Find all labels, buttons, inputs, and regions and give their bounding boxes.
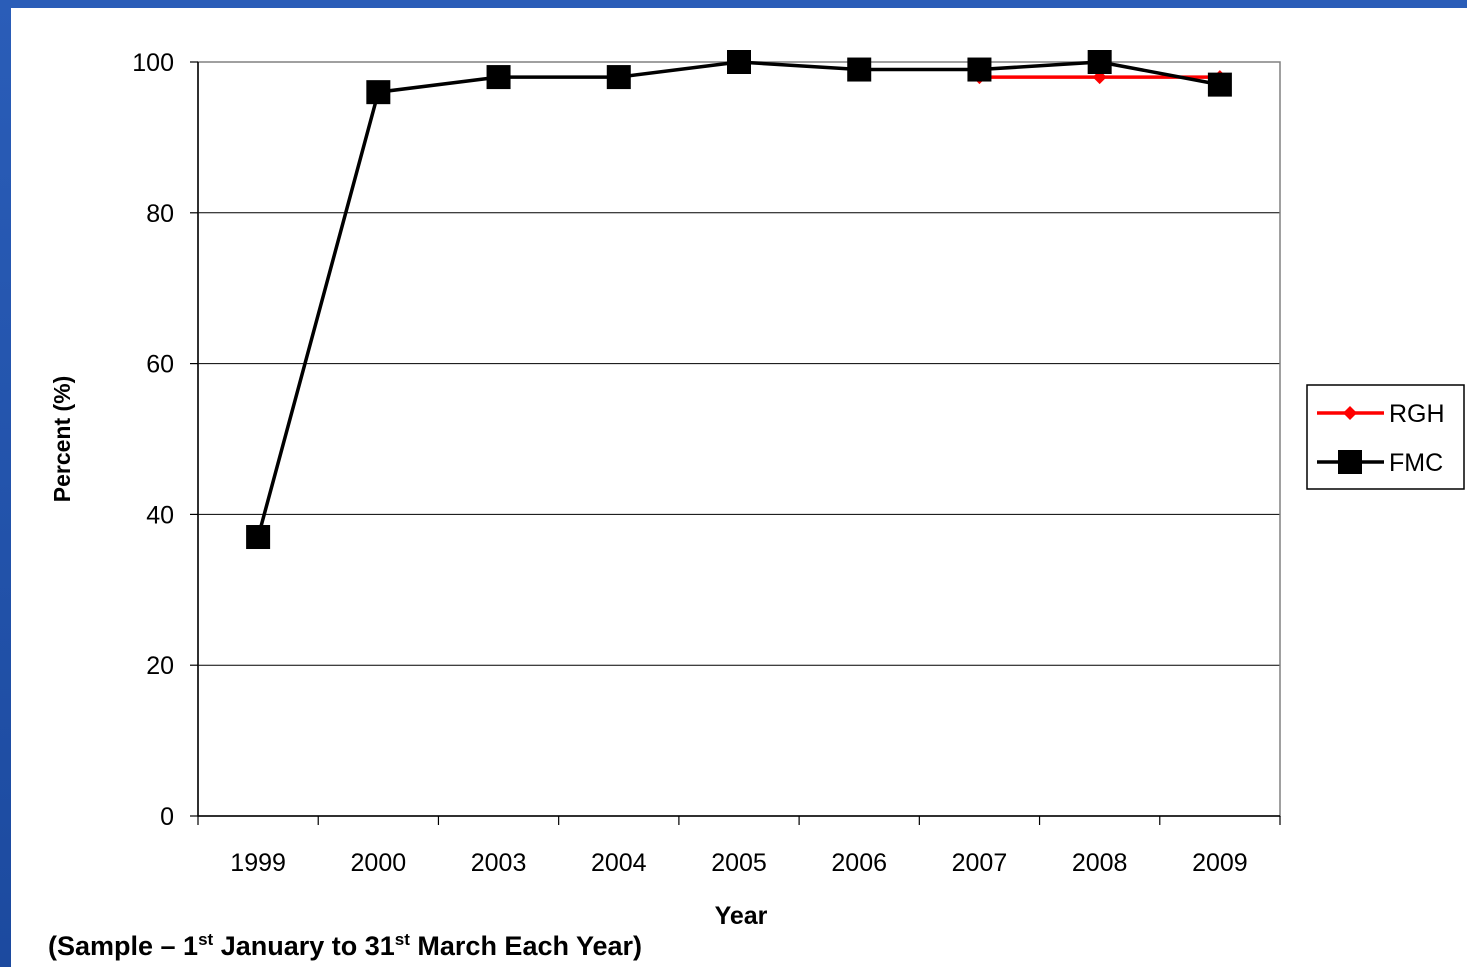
point-fmc-2008 bbox=[1087, 50, 1112, 74]
point-fmc-2005 bbox=[727, 50, 751, 74]
legend-box bbox=[1306, 384, 1465, 490]
series-line-fmc bbox=[256, 60, 1221, 538]
legend-label-rgh: RGH bbox=[1389, 400, 1445, 428]
x-tick-label-2000: 2000 bbox=[351, 849, 407, 877]
y-tick-label-100: 100 bbox=[132, 49, 174, 77]
y-axis-label: Percent (%) bbox=[49, 376, 75, 503]
point-fmc-1999 bbox=[246, 525, 271, 550]
x-tick-label-2007: 2007 bbox=[952, 849, 1008, 877]
point-fmc-2006 bbox=[847, 57, 872, 82]
point-fmc-2009 bbox=[1207, 72, 1232, 97]
y-tick-label-60: 60 bbox=[146, 351, 174, 379]
point-fmc-2003 bbox=[486, 65, 511, 90]
footnote-sup-1: st bbox=[198, 930, 214, 949]
y-tick-label-20: 20 bbox=[146, 652, 174, 680]
point-fmc-2007 bbox=[967, 57, 992, 82]
x-tick-label-2009: 2009 bbox=[1192, 849, 1248, 877]
chart-panel bbox=[11, 8, 1467, 967]
footnote-middle: January to 31 bbox=[213, 931, 395, 961]
x-axis-label: Year bbox=[715, 902, 768, 930]
gridlines bbox=[198, 61, 1280, 817]
point-fmc-2000 bbox=[366, 80, 391, 105]
plot-area bbox=[197, 61, 1281, 817]
y-tick-labels: 0 20 40 60 80 100 bbox=[132, 49, 174, 831]
legend-marker-rgh bbox=[1343, 406, 1357, 420]
y-tick-label-40: 40 bbox=[146, 501, 174, 529]
axes bbox=[190, 61, 1281, 825]
y-tick-label-0: 0 bbox=[160, 803, 174, 831]
legend-label-fmc: FMC bbox=[1389, 449, 1443, 477]
legend: RGH FMC bbox=[1306, 384, 1465, 490]
footnote-prefix: (Sample – 1 bbox=[48, 931, 199, 961]
x-tick-label-2008: 2008 bbox=[1072, 849, 1128, 877]
point-fmc-2004 bbox=[606, 65, 631, 90]
y-tick-label-80: 80 bbox=[146, 200, 174, 228]
footnote-suffix: March Each Year) bbox=[409, 931, 643, 961]
x-tick-label-2004: 2004 bbox=[591, 849, 647, 877]
x-tick-label-2006: 2006 bbox=[831, 849, 887, 877]
x-tick-label-2003: 2003 bbox=[471, 849, 527, 877]
series-fmc bbox=[246, 50, 1232, 550]
series bbox=[246, 50, 1232, 550]
x-tick-label-2005: 2005 bbox=[711, 849, 767, 877]
footnote-sup-2: st bbox=[394, 930, 410, 949]
legend-marker-fmc bbox=[1338, 450, 1362, 474]
x-tick-label-1999: 1999 bbox=[230, 849, 286, 877]
x-tick-labels: 1999 2000 2003 2004 2005 2006 2007 2008 2009 bbox=[230, 849, 1247, 877]
sample-footnote: (Sample – 1st January to 31st March Each… bbox=[48, 930, 642, 962]
